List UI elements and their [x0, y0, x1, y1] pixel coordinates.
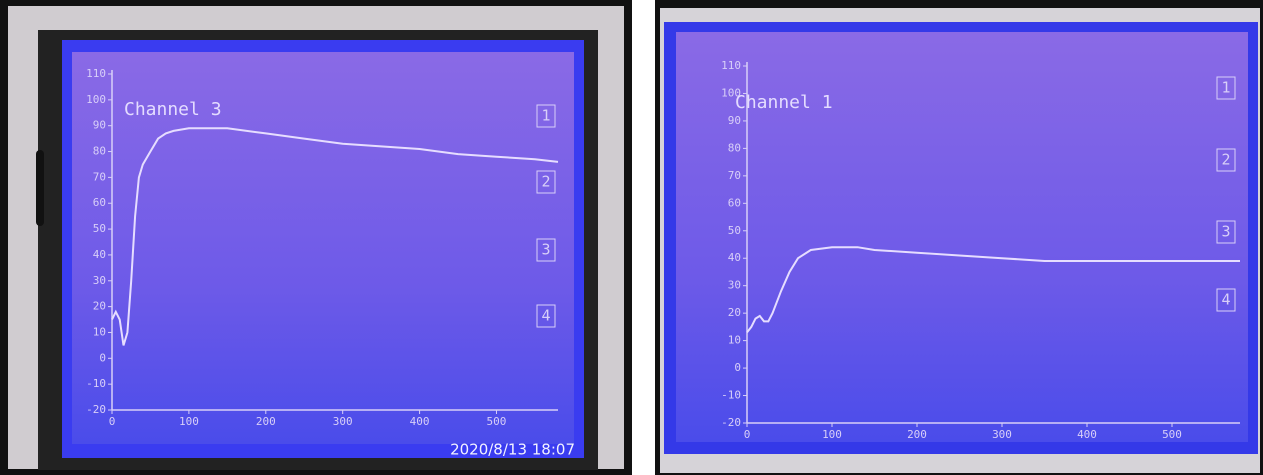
- x-tick-label: 500: [487, 415, 507, 428]
- x-tick-label: 100: [822, 428, 842, 441]
- y-tick-label: 40: [93, 248, 106, 261]
- chart-title: Channel 1: [735, 92, 833, 113]
- x-tick-label: 300: [333, 415, 353, 428]
- y-tick-label: 0: [99, 351, 106, 364]
- x-tick-label: 200: [256, 415, 276, 428]
- y-tick-label: 70: [728, 169, 741, 182]
- y-tick-label: -20: [86, 403, 106, 416]
- y-tick-label: 110: [721, 59, 741, 72]
- y-tick-label: 10: [728, 334, 741, 347]
- y-tick-label: 50: [728, 224, 741, 237]
- channel-button-label: 2: [541, 173, 550, 191]
- x-tick-label: 300: [992, 428, 1012, 441]
- y-tick-label: 80: [728, 141, 741, 154]
- channel-button-label: 3: [1221, 223, 1230, 241]
- channel-button-label: 4: [1221, 291, 1230, 309]
- channel-button-label: 4: [541, 307, 550, 325]
- y-tick-label: 50: [93, 222, 106, 235]
- y-tick-label: 90: [728, 114, 741, 127]
- x-tick-label: 400: [1077, 428, 1097, 441]
- x-tick-label: 0: [744, 428, 751, 441]
- y-tick-label: 60: [728, 196, 741, 209]
- y-tick-label: 80: [93, 145, 106, 158]
- y-tick-label: -10: [721, 389, 741, 402]
- y-tick-label: 20: [93, 300, 106, 313]
- bezel-mark: [36, 150, 44, 226]
- y-tick-label: -10: [86, 377, 106, 390]
- x-tick-label: 200: [907, 428, 927, 441]
- y-tick-label: 30: [728, 279, 741, 292]
- y-tick-label: 10: [93, 325, 106, 338]
- x-tick-label: 500: [1162, 428, 1182, 441]
- y-tick-label: -20: [721, 416, 741, 429]
- y-tick-label: 20: [728, 306, 741, 319]
- y-tick-label: 40: [728, 251, 741, 264]
- x-tick-label: 0: [109, 415, 116, 428]
- x-tick-label: 100: [179, 415, 199, 428]
- timestamp: 2020/8/13 18:07: [450, 441, 575, 459]
- screenshot: -20-100102030405060708090100110010020030…: [0, 0, 1263, 475]
- y-tick-label: 0: [734, 361, 741, 374]
- y-tick-label: 30: [93, 274, 106, 287]
- y-tick-label: 100: [86, 93, 106, 106]
- y-tick-label: 110: [86, 67, 106, 80]
- y-tick-label: 90: [93, 119, 106, 132]
- channel-button-label: 2: [1221, 151, 1230, 169]
- channel-button-label: 3: [541, 241, 550, 259]
- chart-title: Channel 3: [124, 99, 222, 120]
- x-tick-label: 400: [410, 415, 430, 428]
- channel-button-label: 1: [1221, 79, 1230, 97]
- channel-button-label: 1: [541, 107, 550, 125]
- y-tick-label: 70: [93, 170, 106, 183]
- y-tick-label: 60: [93, 196, 106, 209]
